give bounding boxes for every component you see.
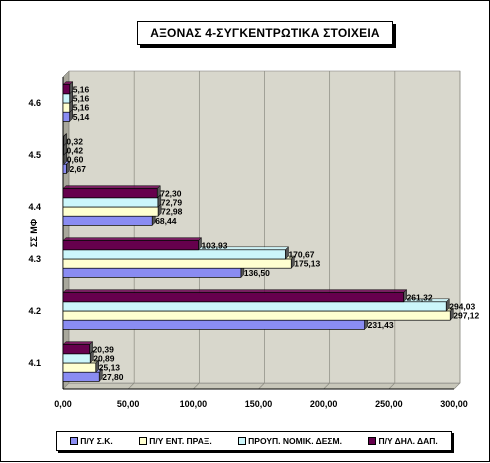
bar-1-2 [62,258,292,269]
data-label-2-4: 0,42 [67,146,84,156]
data-label-1-3: 72,98 [161,207,183,217]
legend-label-1: Π/Υ ΕΝΤ. ΠΡΑΞ. [149,436,212,446]
bar-1-3 [62,206,159,217]
y-tick-label-3: 4.4 [28,202,41,212]
bar-2-5 [62,93,71,104]
legend-swatch-1 [139,437,148,445]
gridline-floor-1 [127,382,135,390]
data-label-0-5: 5,14 [73,112,90,122]
bar-3-5 [62,84,71,95]
y-tick-label-2: 4.3 [28,254,41,264]
gridline-floor-5 [388,382,396,390]
legend-item-0: Π/Υ Σ.Κ. [70,436,113,446]
gridline-floor-4 [323,382,330,390]
data-label-1-1: 297,12 [453,311,479,321]
bar-0-0 [62,371,100,382]
data-label-2-1: 294,03 [449,302,475,312]
data-label-3-5: 5,16 [73,84,90,94]
y-axis-title: ΣΣ ΜΦ [29,218,39,247]
data-label-3-4: 0,32 [66,136,83,146]
y-tick-label-0: 4.1 [28,358,41,368]
bar-2-3 [62,197,159,208]
data-label-3-2: 103,93 [201,240,227,250]
bar-top-3-0 [62,341,94,345]
legend-swatch-2 [238,437,247,445]
bar-2-2 [62,249,286,260]
bar-0-4 [62,163,67,174]
gridline-floor-2 [193,382,200,390]
bar-3-3 [62,188,158,199]
data-label-2-5: 5,16 [73,94,90,104]
bar-0-5 [62,111,71,122]
bar-1-0 [62,362,97,373]
legend-item-2: ΠΡΟΥΠ. ΝΟΜΙΚ. ΔΕΣΜ. [238,436,342,446]
x-tick-label-5: 250,00 [375,399,403,409]
gridline-floor-0 [62,382,70,390]
x-tick-label-3: 150,00 [245,399,273,409]
legend-label-2: ΠΡΟΥΠ. ΝΟΜΙΚ. ΔΕΣΜ. [248,436,342,446]
data-label-1-5: 5,16 [73,103,90,113]
data-label-0-0: 27,80 [102,372,124,382]
data-label-2-3: 72,79 [161,198,183,208]
data-label-2-2: 170,67 [288,250,314,260]
gridline-floor-3 [258,382,265,390]
x-tick-label-2: 100,00 [180,399,208,409]
bar-top-3-3 [62,185,161,189]
bar-3-1 [62,292,404,303]
legend-item-3: Π/Υ ΔΗΛ. ΔΑΠ. [368,436,438,446]
bar-1-1 [62,310,451,321]
data-label-1-4: 0,60 [67,155,84,165]
y-tick-label-1: 4.2 [28,306,41,316]
legend-item-1: Π/Υ ΕΝΤ. ΠΡΑΞ. [139,436,212,446]
y-tick-label-5: 4.6 [28,98,41,108]
data-label-0-4: 2,67 [69,164,86,174]
x-tick-label-0: 0,00 [54,399,72,409]
legend-swatch-3 [368,437,377,445]
data-label-0-2: 136,50 [244,268,270,278]
bar-1-5 [62,102,71,113]
bar-0-1 [62,319,365,330]
bar-0-3 [62,215,153,226]
bar-top-3-2 [62,237,203,241]
data-label-1-0: 25,13 [99,363,121,373]
bar-top-3-1 [62,289,408,293]
legend-label-3: Π/Υ ΔΗΛ. ΔΑΠ. [378,436,438,446]
data-label-3-1: 261,32 [407,292,433,302]
legend: Π/Υ Σ.Κ. Π/Υ ΕΝΤ. ΠΡΑΞ. ΠΡΟΥΠ. ΝΟΜΙΚ. ΔΕΣΜ… [56,431,452,451]
bar-3-4 [62,136,64,147]
y-tick-label-4: 4.5 [28,150,41,160]
bar-3-0 [62,344,90,355]
x-tick-label-4: 200,00 [310,399,338,409]
data-label-1-2: 175,13 [294,259,320,269]
gridline-floor-6 [453,382,461,390]
bar-2-0 [62,353,91,364]
bar-0-2 [62,267,242,278]
x-tick-label-6: 300,00 [440,399,468,409]
legend-label-0: Π/Υ Σ.Κ. [80,436,113,446]
bar-3-2 [62,240,199,251]
legend-swatch-0 [70,437,79,445]
data-label-3-0: 20,39 [93,344,115,354]
bar-1-4 [62,154,65,165]
data-label-0-1: 231,43 [368,320,394,330]
chart-title: ΑΞΟΝΑΣ 4-ΣΥΓΚΕΝΤΡΩΤΙΚΑ ΣΤΟΙΧΕΙΑ [137,21,393,45]
x-tick-label-1: 50,00 [117,399,140,409]
data-label-2-0: 20,89 [93,354,115,364]
data-label-3-3: 72,30 [160,188,182,198]
bar-2-1 [62,301,447,312]
data-label-0-3: 68,44 [155,216,177,226]
bar-2-4 [62,145,64,156]
